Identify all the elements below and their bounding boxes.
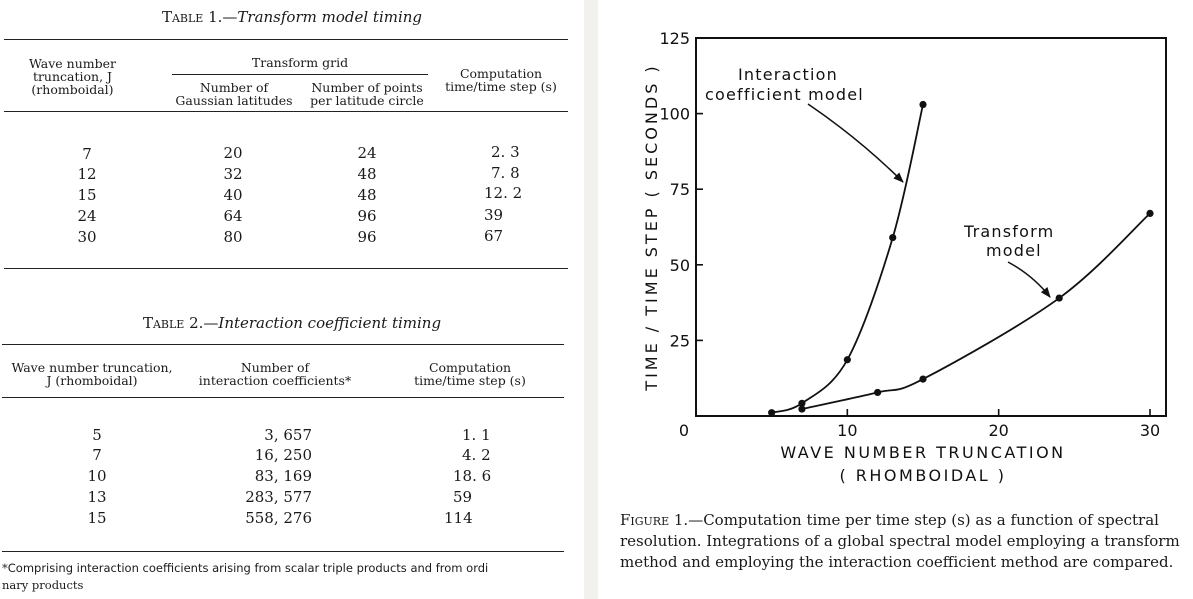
table1-cell-J: 12 xyxy=(77,165,97,183)
figure-caption-text: —Computation time per time step (s) as a… xyxy=(620,511,1180,571)
table1-header-wave: Wave number truncation, J (rhomboidal) xyxy=(29,56,116,97)
table1-cell-J: 30 xyxy=(77,228,97,246)
data-point xyxy=(1146,209,1154,217)
table1-cell-J: 7 xyxy=(82,145,92,163)
series-arrow xyxy=(1007,261,1051,298)
series-label: Interaction xyxy=(738,65,838,84)
table2-cell-coefficients: 558, 276 xyxy=(245,509,312,527)
x-axis-label: WAVE NUMBER TRUNCATION xyxy=(780,443,1065,462)
series-label: model xyxy=(986,241,1042,260)
table1-header-points: Number of points per latitude circle xyxy=(310,80,424,108)
table2-cell-J: 10 xyxy=(87,467,107,485)
table2-cell-time: 18. 6 xyxy=(453,467,492,485)
table1-header-time: Computation time/time step (s) xyxy=(445,66,557,94)
table2-cell-time: 59 xyxy=(453,488,473,506)
series-line xyxy=(801,212,1151,410)
table2-cell-coefficients: 283, 577 xyxy=(245,488,312,506)
data-point xyxy=(798,405,806,413)
table1-cell-latitudes: 32 xyxy=(223,165,243,183)
figure-caption: Figure 1.—Computation time per time step… xyxy=(620,510,1190,573)
footnote-line: nary products xyxy=(2,578,84,592)
table2-cell-coefficients: 16, 250 xyxy=(254,446,312,464)
table1-bottom-rule xyxy=(4,268,568,269)
series-label: Transform xyxy=(963,222,1054,241)
x-tick-label: 30 xyxy=(1140,421,1160,440)
table2-header-wave: Wave number truncation, J (rhomboidal) xyxy=(11,360,173,388)
table2-caption: Table 2.—Interaction coefficient timing xyxy=(142,314,442,332)
series-line xyxy=(771,104,924,414)
table2-title: Interaction coefficient timing xyxy=(218,314,442,332)
table1-caption: Table 1.—Transform model timing xyxy=(161,8,423,26)
table1-cell-points: 48 xyxy=(357,186,377,204)
series-label: coefficient model xyxy=(705,85,864,104)
data-point xyxy=(768,409,776,417)
y-tick-label: 125 xyxy=(659,29,690,48)
table1-cell-time: 2. 3 xyxy=(491,143,520,161)
data-point xyxy=(874,388,882,397)
footnote-mark: * xyxy=(2,561,8,575)
timing-chart: 25 50 75 100 125 0 10 20 30 WAVE NUMBER TRUNCATIO… xyxy=(642,29,1167,485)
data-point xyxy=(919,100,927,109)
table1-cell-time: 67 xyxy=(484,227,504,245)
data-point xyxy=(919,375,927,383)
table1-header-transform-grid: Transform grid xyxy=(251,55,349,70)
data-point xyxy=(843,356,851,364)
table2-cell-J: 5 xyxy=(92,426,102,444)
tables-panel: Table 1.—Transform model timing Wave num… xyxy=(0,0,584,599)
y-tick-label: 100 xyxy=(659,105,690,124)
plot-frame xyxy=(695,37,1167,417)
table2-cell-J: 13 xyxy=(87,488,107,506)
table1-cell-time: 12. 2 xyxy=(484,184,523,202)
x-tick-label: 20 xyxy=(988,421,1008,440)
table1-cell-points: 48 xyxy=(357,165,377,183)
y-tick-label: 50 xyxy=(670,256,690,275)
figure-label: Figure 1. xyxy=(620,511,689,529)
x-axis-label-sub: ( RHOMBOIDAL ) xyxy=(839,466,1006,485)
table1-cell-points: 96 xyxy=(357,228,377,246)
table2-cell-time: 114 xyxy=(444,509,473,527)
table1-title: Transform model timing xyxy=(237,8,423,26)
table2-cell-J: 15 xyxy=(87,509,107,527)
table1-cell-points: 24 xyxy=(357,144,377,162)
table2-cell-coefficients: 3, 657 xyxy=(264,426,312,444)
table2-top-rule xyxy=(2,344,564,345)
table2-cell-J: 7 xyxy=(92,446,102,464)
table1-header-latitudes: Number of Gaussian latitudes xyxy=(175,80,293,108)
table1-number: Table 1. xyxy=(161,8,223,26)
table2-footnote: *Comprising interaction coefficients ari… xyxy=(2,560,582,594)
table2-bottom-rule xyxy=(2,551,564,552)
footnote-line: Comprising interaction coefficients aris… xyxy=(7,561,489,575)
table2-header-time: Computation time/time step (s) xyxy=(414,360,526,388)
table1-cell-time: 7. 8 xyxy=(491,164,520,182)
x-tick-label: 10 xyxy=(837,421,857,440)
table1-cell-latitudes: 64 xyxy=(223,207,243,225)
data-point xyxy=(798,399,806,407)
table1-cell-J: 24 xyxy=(77,207,97,225)
data-point xyxy=(889,233,897,242)
table1-group-rule xyxy=(172,74,428,75)
table1-cell-J: 15 xyxy=(77,186,97,204)
data-point xyxy=(1055,294,1063,302)
table2-header-rule xyxy=(2,397,564,398)
table1-cell-latitudes: 40 xyxy=(223,186,243,204)
table2-number: Table 2. xyxy=(142,314,204,332)
table1-cell-latitudes: 20 xyxy=(223,144,243,162)
table1-cell-time: 39 xyxy=(484,206,504,224)
table2-cell-coefficients: 83, 169 xyxy=(254,467,312,485)
table1-top-rule xyxy=(4,39,568,40)
figure-panel: 25 50 75 100 125 0 10 20 30 WAVE NUMBER TRUNCATIO… xyxy=(598,0,1193,599)
series-arrow xyxy=(807,103,904,183)
y-tick-label: 25 xyxy=(670,331,690,350)
table1-header-rule xyxy=(4,111,568,112)
table1-cell-latitudes: 80 xyxy=(223,228,243,246)
x-tick-label: 0 xyxy=(679,421,689,440)
y-axis-label: TIME / TIME STEP ( SECONDS ) xyxy=(642,63,661,391)
table2-header-coefficients: Number of interaction coefficients* xyxy=(198,360,352,388)
y-tick-label: 75 xyxy=(670,180,690,199)
table2-cell-time: 4. 2 xyxy=(462,446,491,464)
table1-cell-points: 96 xyxy=(357,207,377,225)
table2-cell-time: 1. 1 xyxy=(462,426,491,444)
